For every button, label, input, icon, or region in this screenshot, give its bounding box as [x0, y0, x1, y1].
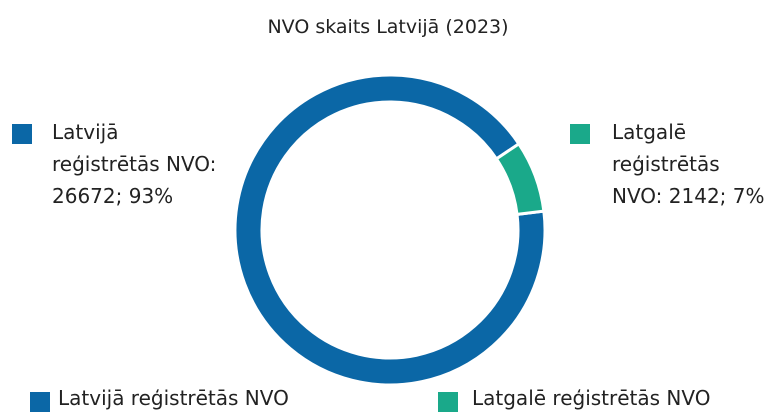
data-label: Latgalē reģistrētās NVO: 2142; 7%	[612, 120, 765, 208]
legend-label: Latgalē reģistrētās NVO	[472, 386, 711, 410]
donut-slice	[233, 73, 547, 387]
legend-label: Latvijā reģistrētās NVO	[58, 386, 289, 410]
donut-slice	[494, 141, 546, 217]
label-swatch	[570, 124, 590, 144]
legend-swatch	[438, 392, 458, 412]
label-swatch	[12, 124, 32, 144]
data-label: Latvijā reģistrētās NVO: 26672; 93%	[52, 120, 217, 208]
legend-swatch	[30, 392, 50, 412]
chart-title: NVO skaits Latvijā (2023)	[267, 16, 509, 38]
